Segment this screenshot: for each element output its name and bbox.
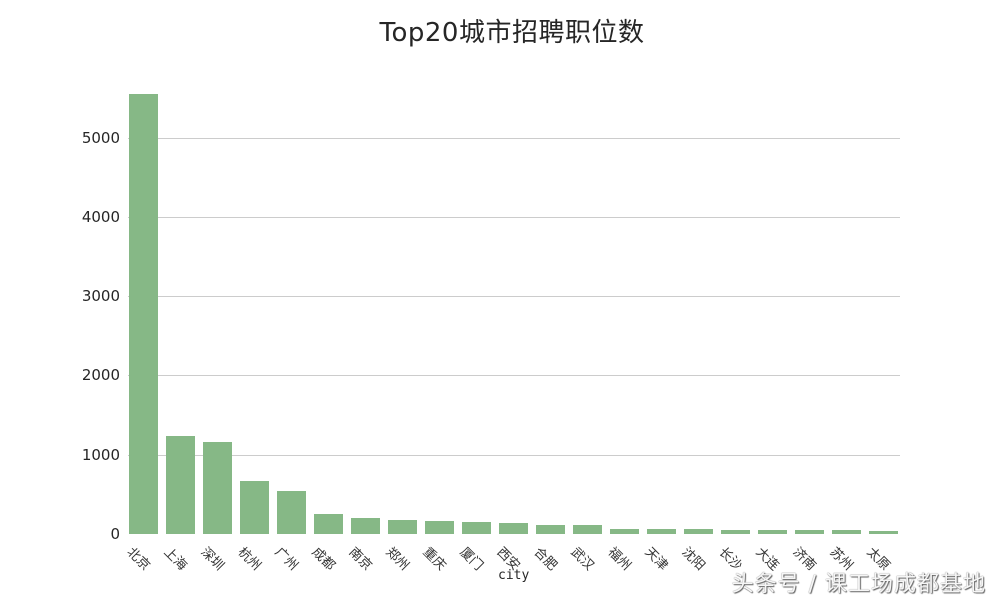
chart-title: Top20城市招聘职位数 [379, 18, 645, 48]
x-tick-label: 北京 [123, 544, 153, 574]
x-tick-label: 沈阳 [678, 544, 708, 574]
y-tick-label: 5000 [81, 128, 120, 147]
gridline [128, 137, 900, 139]
bar [721, 529, 750, 534]
x-tick-label: 天津 [641, 544, 671, 574]
bar [536, 524, 565, 534]
x-tick-label: 武汉 [567, 544, 597, 574]
bar [425, 520, 454, 534]
y-tick-label: 2000 [81, 366, 120, 385]
bar [351, 517, 380, 534]
gridline [128, 216, 900, 218]
x-tick-label: 南京 [345, 544, 375, 574]
bar [314, 513, 343, 534]
bar [203, 442, 232, 534]
x-tick-label: 杭州 [234, 544, 264, 574]
x-axis-label: city [498, 568, 530, 583]
x-tick-label: 广州 [271, 544, 301, 574]
x-tick-label: 重庆 [419, 544, 449, 574]
y-tick-label: 4000 [81, 207, 120, 226]
x-tick-label: 福州 [604, 544, 634, 574]
x-tick-label: 上海 [160, 544, 190, 574]
x-tick-label: 厦门 [456, 544, 486, 574]
bar [388, 519, 417, 534]
bar [758, 529, 787, 534]
bar [499, 522, 528, 534]
y-tick-label: 3000 [81, 287, 120, 306]
bar [462, 522, 491, 534]
watermark: 头条号 / 课工场成都基地 [731, 572, 986, 597]
bar [869, 530, 898, 534]
bar [795, 529, 824, 534]
x-tick-label: 郑州 [382, 544, 412, 574]
bar [832, 529, 861, 534]
x-tick-label: 成都 [308, 544, 338, 574]
plot-area: 0 1000 2000 3000 4000 5000 北京 上海 深圳 杭州 广州 成都 南京 郑州 重庆厦… [82, 60, 900, 574]
bar [166, 435, 195, 534]
gridline [128, 296, 900, 298]
bar [240, 480, 269, 534]
bar [129, 93, 158, 534]
y-tick-label: 1000 [81, 445, 120, 464]
x-tick-label: 深圳 [197, 544, 227, 574]
gridline [128, 454, 900, 456]
gridline [128, 375, 900, 377]
bar [647, 528, 676, 534]
bar [277, 490, 306, 534]
bar [684, 528, 713, 534]
bar [573, 525, 602, 534]
y-tick-label: 0 [110, 525, 120, 543]
bar [610, 528, 639, 534]
x-tick-label: 合肥 [530, 544, 560, 574]
